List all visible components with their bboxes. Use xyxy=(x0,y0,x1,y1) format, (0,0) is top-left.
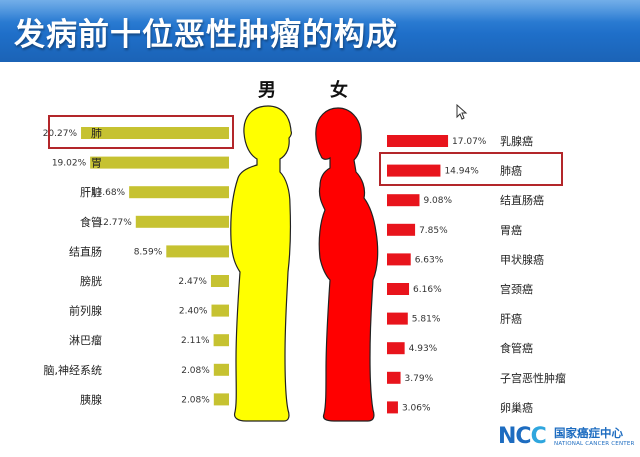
male-bar xyxy=(129,186,229,199)
title-banner: 发病前十位恶性肿瘤的构成 xyxy=(0,0,640,62)
female-category-label: 子宫恶性肿瘤 xyxy=(500,371,566,385)
male-value-label: 20.27% xyxy=(43,129,78,139)
male-value-label: 2.40% xyxy=(179,307,208,317)
female-bar xyxy=(387,194,420,207)
cursor-icon xyxy=(456,104,468,120)
male-value-label: 8.59% xyxy=(134,247,163,257)
female-category-label: 卵巢癌 xyxy=(500,400,533,414)
male-bar xyxy=(166,245,229,258)
male-value-label: 2.47% xyxy=(178,277,207,287)
female-bar xyxy=(387,135,449,147)
male-bar xyxy=(90,156,230,169)
female-value-label: 17.07% xyxy=(452,137,487,147)
logo-name-cn: 国家癌症中心 xyxy=(554,426,623,440)
female-category-label: 甲状腺癌 xyxy=(500,252,544,266)
female-highlight-box xyxy=(379,152,563,186)
female-value-label: 5.81% xyxy=(412,315,441,325)
female-bar xyxy=(387,283,410,295)
male-category-label: 肝脏 xyxy=(80,186,102,199)
male-heading: 男 xyxy=(258,80,276,101)
male-bar xyxy=(81,127,230,139)
female-category-label: 肝癌 xyxy=(500,312,522,326)
female-category-label: 胃癌 xyxy=(500,223,522,237)
female-value-label: 4.93% xyxy=(409,344,438,354)
male-value-label: 12.77% xyxy=(97,218,132,228)
male-bar xyxy=(213,363,229,376)
female-category-label: 食管癌 xyxy=(500,341,533,355)
banner-shine xyxy=(0,0,640,22)
female-value-label: 9.08% xyxy=(423,196,452,206)
male-category-label: 结直肠 xyxy=(69,244,102,258)
female-bar xyxy=(387,342,405,355)
male-value-label: 19.02% xyxy=(52,159,87,169)
female-value-label: 7.85% xyxy=(419,226,448,236)
female-category-label: 肺癌 xyxy=(500,164,522,178)
female-bar xyxy=(387,164,441,177)
female-category-label: 结直肠癌 xyxy=(500,193,544,207)
female-bar xyxy=(387,223,416,236)
female-value-label: 6.16% xyxy=(413,285,442,295)
female-bar xyxy=(387,312,408,325)
male-value-label: 2.08% xyxy=(181,395,210,405)
male-bar xyxy=(213,334,229,347)
female-category-label: 乳腺癌 xyxy=(500,134,533,148)
female-value-label: 14.94% xyxy=(444,167,479,177)
ncc-logo: NCC 国家癌症中心 NATIONAL CANCER CENTER xyxy=(498,422,638,452)
male-silhouette xyxy=(230,105,292,422)
female-silhouette xyxy=(315,107,379,422)
female-bar xyxy=(387,371,401,384)
male-category-label: 胰腺 xyxy=(80,392,102,406)
male-value-label: 13.68% xyxy=(91,188,126,198)
female-category-label: 宫颈癌 xyxy=(500,282,533,296)
male-category-label: 淋巴瘤 xyxy=(69,333,102,347)
female-bar xyxy=(387,401,398,414)
male-category-label: 前列腺 xyxy=(69,304,102,318)
male-highlight-box xyxy=(48,115,234,149)
male-category-label: 肺 xyxy=(91,127,102,140)
female-bar xyxy=(387,253,411,266)
male-bar xyxy=(210,275,229,287)
male-category-label: 胃 xyxy=(91,157,102,170)
page-title: 发病前十位恶性肿瘤的构成 xyxy=(14,17,398,53)
male-bar xyxy=(211,304,229,317)
male-category-label: 脑,神经系统 xyxy=(44,363,103,377)
male-category-label: 膀胱 xyxy=(80,274,102,288)
male-value-label: 2.08% xyxy=(181,366,210,376)
male-value-label: 2.11% xyxy=(181,336,210,346)
logo-mark: NCC xyxy=(498,424,547,449)
male-bar xyxy=(135,215,229,228)
male-category-label: 食管 xyxy=(80,215,102,229)
female-heading: 女 xyxy=(330,80,348,101)
female-value-label: 3.06% xyxy=(402,403,431,413)
female-value-label: 3.79% xyxy=(405,374,434,384)
female-value-label: 6.63% xyxy=(415,255,444,265)
male-bar xyxy=(213,393,229,406)
logo-name-en: NATIONAL CANCER CENTER xyxy=(554,441,635,447)
